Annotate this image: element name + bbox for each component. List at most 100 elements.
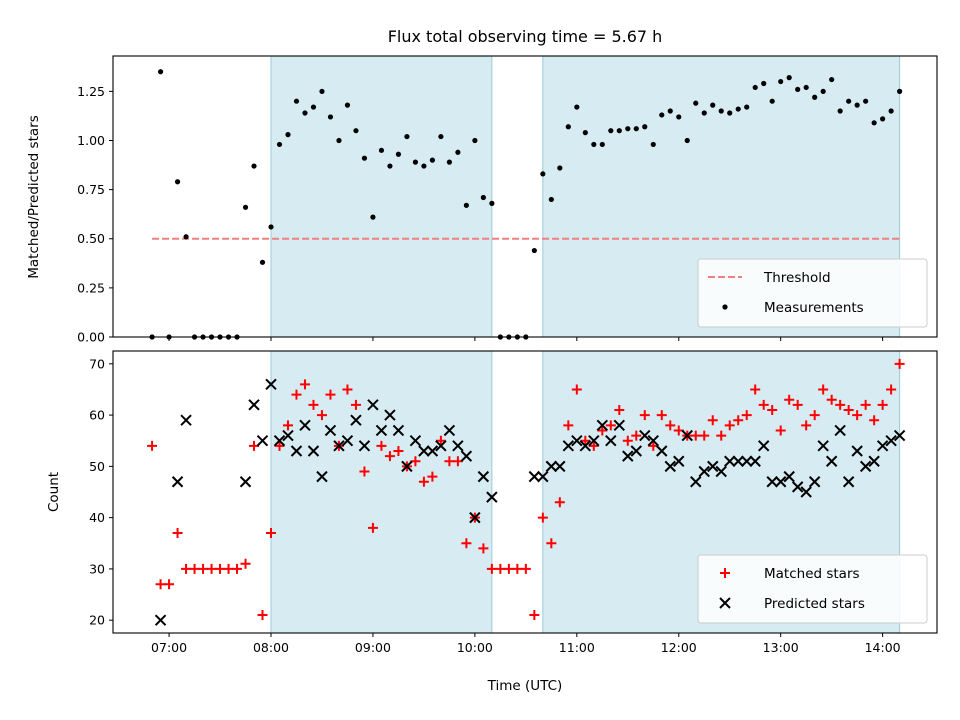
predicted-stars-point [426,445,439,457]
measurement-point [463,202,469,208]
matched-stars-point [835,399,846,410]
measurement-point [676,114,682,120]
predicted-stars-point [171,476,184,488]
bottom-panel: 20 30 40 50 60 70 07:00 08:00 09:00 10:00 11:00 12:… [89,350,938,655]
matched-stars-point [308,399,319,410]
measurement-point [421,163,427,169]
matched-stars-point [597,425,608,436]
predicted-stars-point [180,414,192,426]
predicted-stars-point [154,614,167,626]
bottom-legend-box [697,554,928,624]
measurement-point [795,86,801,93]
predicted-stars-point [766,476,778,488]
measurement-point [667,108,673,114]
measurement-point [778,78,784,85]
matched-stars-point [758,399,769,410]
matched-stars-point [249,440,260,451]
measurement-point [888,108,894,114]
predicted-stars-point [783,470,795,483]
measurement-point [472,137,478,144]
matched-stars-point [852,410,863,421]
x-tick-label-1: 08:00 [253,640,289,655]
measurement-point [251,163,257,169]
measurement-point [157,69,164,75]
predicted-stars-point [851,445,863,457]
matched-stars-point [733,415,744,426]
predicted-stars-point [791,481,804,493]
bottom-y-tick-label-5: 70 [89,356,105,371]
measurement-point [803,84,809,91]
predicted-stars-point [859,460,872,473]
x-tick-label-6: 13:00 [763,640,799,655]
measurement-point [455,149,461,155]
matched-stars-point [520,563,531,574]
matched-stars-point [588,440,599,451]
measurement-point [837,108,843,114]
matched-stars-point [452,456,463,467]
bottom-shaded-interval-0 [270,350,493,634]
measurement-point [557,165,563,171]
measurement-point [344,102,351,108]
predicted-stars-point [715,465,727,478]
top-legend-box [697,258,928,328]
predicted-stars-point [817,440,829,452]
bottom-legend: Matched stars Predicted stars [697,554,928,624]
predicted-stars-point [554,460,566,473]
measurement-point [701,110,707,116]
matched-stars-point [673,425,684,436]
x-tick-label-7: 14:00 [865,640,901,655]
predicted-stars-point [460,450,473,462]
measurement-point [548,196,554,203]
matched-stars-point [886,384,897,395]
top-y-tick-label-3: 0.75 [77,182,105,197]
predicted-stars-point [639,429,651,442]
predicted-stars-point [673,455,685,467]
matched-stars-point [410,456,421,467]
predicted-stars-point [545,460,558,473]
measurement-point [829,76,835,83]
predicted-stars-point [307,445,320,457]
predicted-stars-point [893,429,906,442]
predicted-stars-point [588,435,600,447]
predicted-stars-point [808,476,821,488]
measurement-point [259,259,266,265]
measurement-point [735,106,741,112]
predicted-stars-point [800,486,812,498]
predicted-stars-point [842,476,855,488]
matched-stars-point [860,399,871,410]
measurement-point [480,194,486,201]
predicted-stars-point [443,424,456,437]
predicted-stars-point [724,455,736,467]
matched-stars-point [172,528,183,539]
measurement-point [727,110,733,116]
measurement-point [684,137,690,144]
measurement-point [599,141,605,148]
measurement-point [642,124,648,130]
measurement-point [285,132,291,138]
measurement-point [395,151,402,157]
matched-stars-point [537,512,548,523]
predicted-stars-point [613,419,626,432]
measurement-point [820,88,826,94]
predicted-stars-point [469,511,481,524]
matched-stars-point [376,440,387,451]
predicted-stars-point [707,460,719,473]
matched-stars-point [342,384,353,395]
measurement-point [378,147,385,153]
matched-stars-point [503,563,514,574]
predicted-stars-point [698,465,710,478]
matched-stars-point [707,415,718,426]
predicted-stars-point [316,470,328,483]
measurement-point [591,141,597,148]
measurement-point [710,102,716,108]
measurement-point [608,128,614,134]
matched-stars-point [164,579,175,590]
matched-stars-point [563,420,574,431]
predicted-stars-point [452,440,464,452]
measurement-point [693,100,699,106]
matched-stars-point [690,430,701,441]
measurement-point [276,141,283,148]
measurement-point [183,234,189,240]
x-tick-label-5: 12:00 [661,640,697,655]
measurement-point [353,128,359,134]
